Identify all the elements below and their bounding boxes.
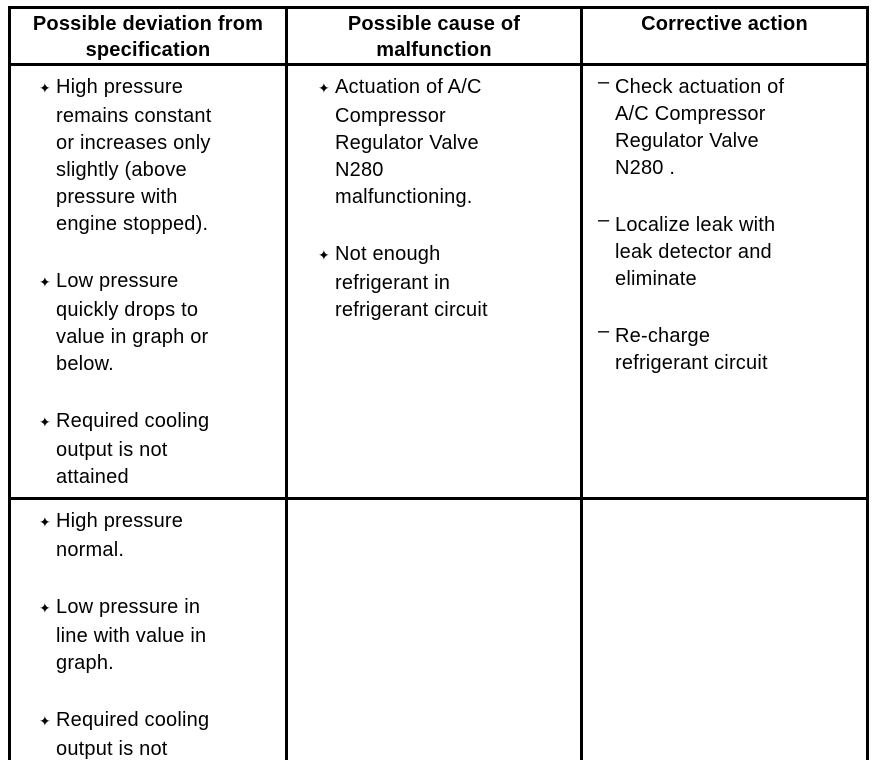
cell-cause	[285, 497, 583, 760]
header-corrective-action: Corrective action	[580, 6, 869, 66]
star-bullet-icon: ✦	[318, 81, 330, 97]
list-item-text: Low pressure quickly drops to value in g…	[56, 270, 209, 375]
cell-deviation: ✦ High pressure normal. ✦ Low pressure in l…	[8, 497, 288, 760]
list-item: ✦ High pressure remains constant or incre…	[39, 74, 283, 238]
list-item-text: Localize leak with leak detector and eli…	[615, 214, 776, 290]
star-bullet-icon: ✦	[318, 248, 330, 264]
list-item-text: Required cooling output is not attained	[56, 410, 210, 488]
troubleshooting-table: Possible deviation from specification Po…	[8, 6, 869, 760]
star-bullet-icon: ✦	[39, 415, 51, 431]
star-bullet-icon: ✦	[39, 81, 51, 97]
star-bullet-icon: ✦	[39, 601, 51, 617]
list-item-text: Required cooling output is not attained	[56, 709, 210, 760]
header-possible-deviation: Possible deviation from specification	[8, 6, 288, 66]
bullet-list: ✦ Actuation of A/C Compressor Regulator V…	[290, 74, 579, 324]
dash-bullet-icon: –	[598, 71, 610, 93]
star-bullet-icon: ✦	[39, 275, 51, 291]
list-item: ✦ Not enough refrigerant in refrigerant c…	[318, 241, 578, 324]
list-item: ✦ Required cooling output is not attained	[39, 707, 283, 760]
table-row: ✦ High pressure remains constant or incre…	[8, 63, 869, 500]
bullet-list: ✦ High pressure normal. ✦ Low pressure in l…	[13, 508, 284, 760]
bullet-list: ✦ High pressure remains constant or incre…	[13, 74, 284, 491]
list-item: – Re-charge refrigerant circuit	[598, 320, 864, 377]
bullet-list: – Check actuation of A/C Compressor Regul…	[585, 71, 865, 377]
cell-action	[580, 497, 869, 760]
list-item: ✦ High pressure normal.	[39, 508, 283, 564]
cell-deviation: ✦ High pressure remains constant or incre…	[8, 63, 288, 500]
list-item: ✦ Low pressure quickly drops to value in …	[39, 268, 283, 378]
list-item: ✦ Actuation of A/C Compressor Regulator V…	[318, 74, 578, 211]
list-item-text: High pressure remains constant or increa…	[56, 76, 212, 235]
dash-bullet-icon: –	[598, 320, 610, 342]
cell-cause: ✦ Actuation of A/C Compressor Regulator V…	[285, 63, 583, 500]
list-item-text: Actuation of A/C Compressor Regulator Va…	[335, 76, 482, 208]
list-item: – Localize leak with leak detector and el…	[598, 209, 864, 293]
dash-bullet-icon: –	[598, 209, 610, 231]
cell-action: – Check actuation of A/C Compressor Regul…	[580, 63, 869, 500]
list-item: ✦ Required cooling output is not attained	[39, 408, 283, 491]
list-item-text: Re-charge refrigerant circuit	[615, 325, 768, 374]
table-row: ✦ High pressure normal. ✦ Low pressure in l…	[8, 497, 869, 760]
table-body: ✦ High pressure remains constant or incre…	[8, 63, 869, 760]
list-item: – Check actuation of A/C Compressor Regul…	[598, 71, 864, 182]
list-item-text: High pressure normal.	[56, 510, 184, 561]
header-possible-cause: Possible cause of malfunction	[285, 6, 583, 66]
list-item-text: Check actuation of A/C Compressor Regula…	[615, 76, 785, 179]
star-bullet-icon: ✦	[39, 714, 51, 730]
header-row: Possible deviation from specification Po…	[8, 6, 869, 66]
list-item-text: Low pressure in line with value in graph…	[56, 596, 207, 674]
list-item-text: Not enough refrigerant in refrigerant ci…	[335, 243, 488, 321]
list-item: ✦ Low pressure in line with value in grap…	[39, 594, 283, 677]
star-bullet-icon: ✦	[39, 515, 51, 531]
